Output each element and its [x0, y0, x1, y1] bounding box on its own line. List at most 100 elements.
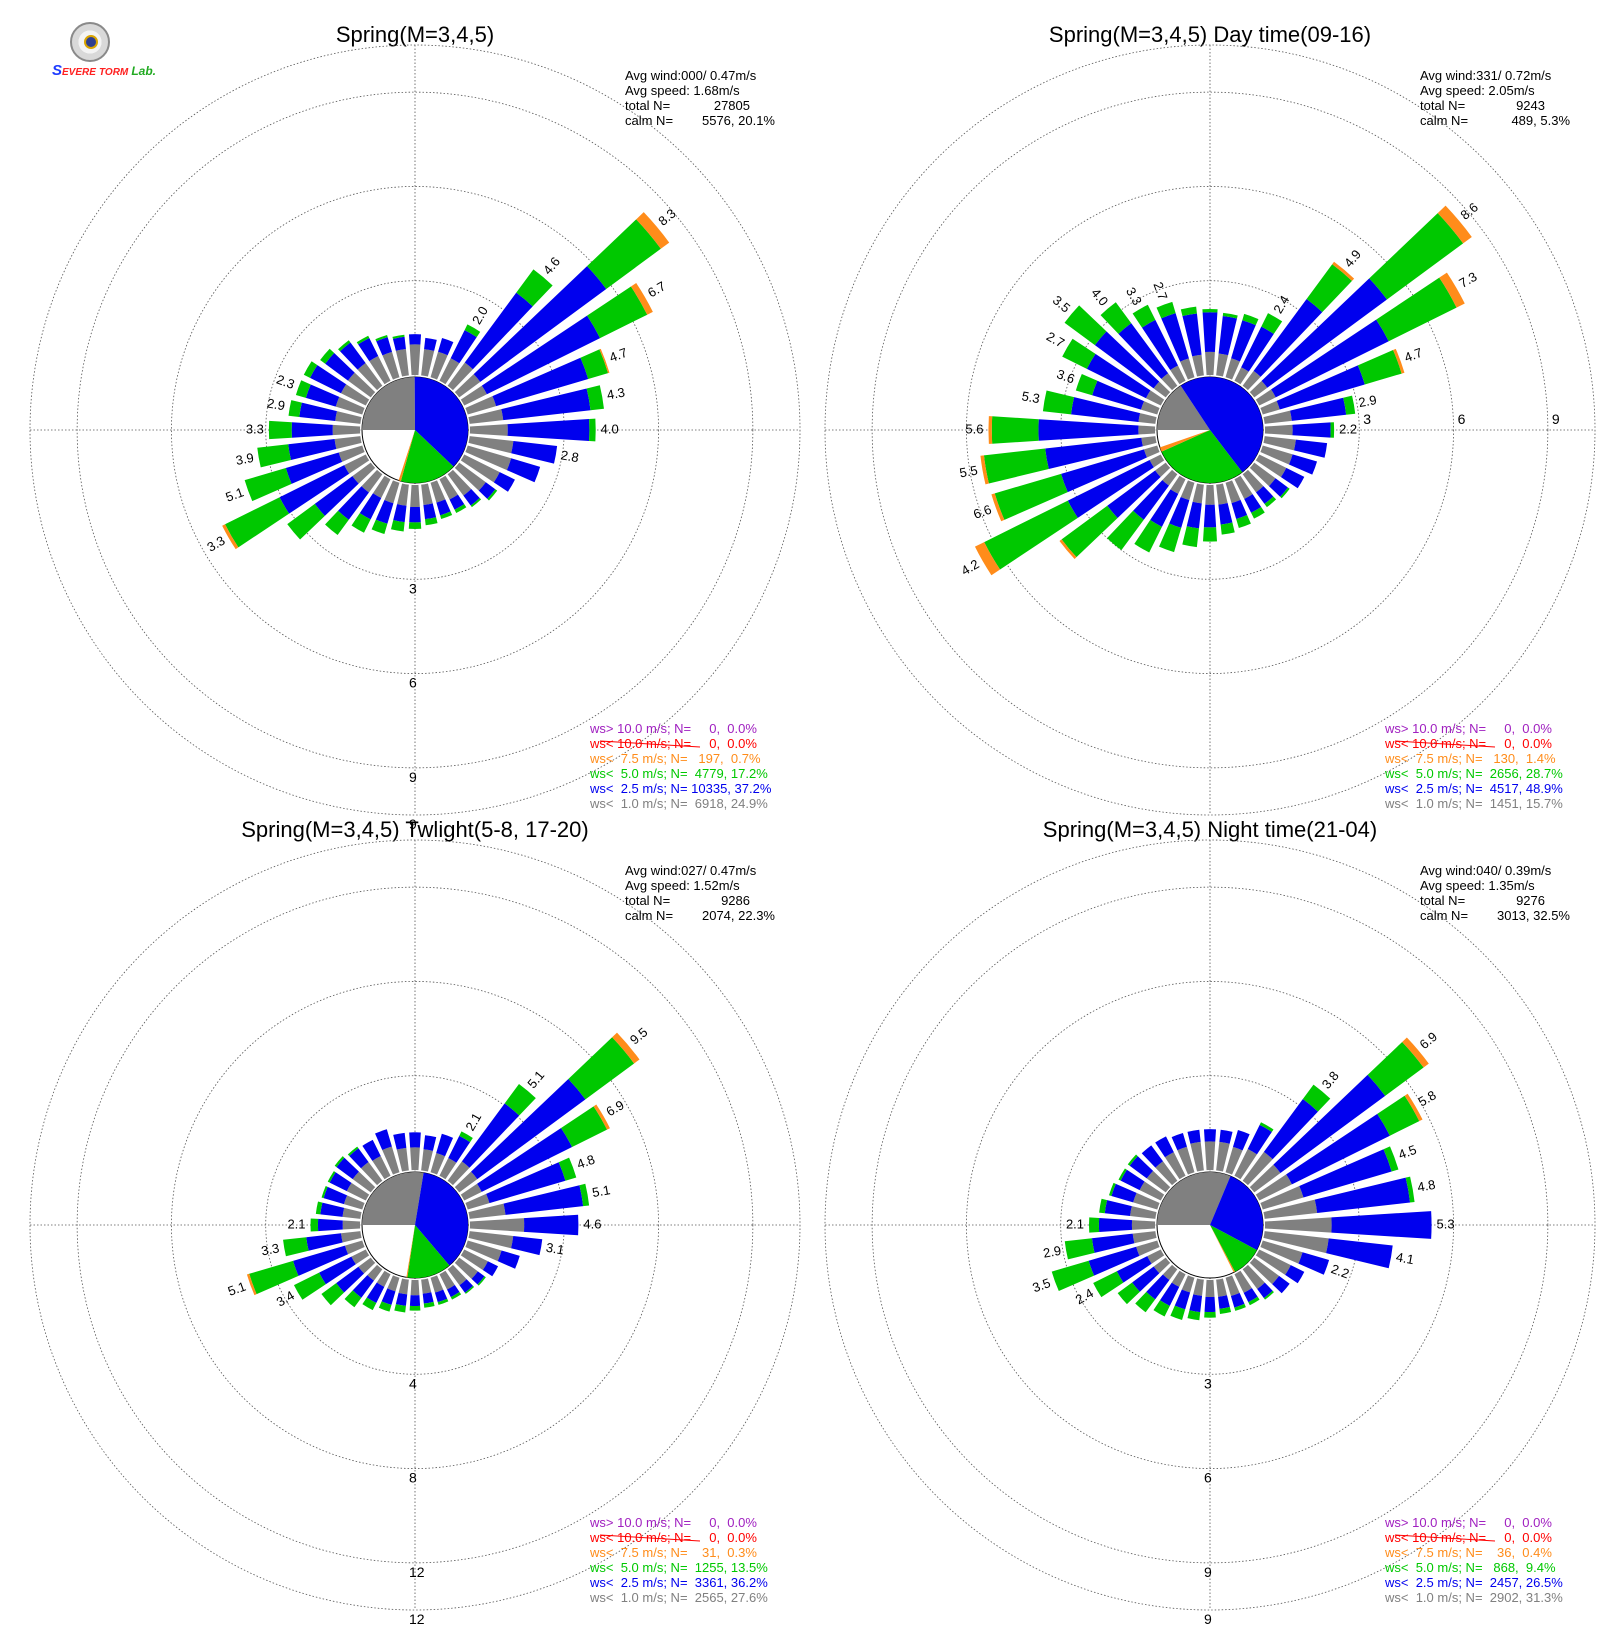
bar-300-seg-3 — [327, 1171, 336, 1183]
ring-label-1: 3 — [1204, 1375, 1212, 1391]
bar-340-seg-1 — [1177, 1146, 1195, 1175]
bar-230-seg-1 — [1153, 1257, 1171, 1274]
lab-logo: SEVERE TORM Lab. — [52, 22, 156, 82]
bar-170-seg-3 — [425, 517, 438, 526]
legend-entry-2: ws< 10.0 m/s; N= 0, 0.0% — [1384, 736, 1552, 751]
bar-210-seg-1 — [376, 1270, 391, 1287]
bar-10-seg-1 — [421, 349, 435, 377]
bar-170-seg-1 — [421, 1278, 432, 1294]
bar-10-seg-1 — [421, 1149, 433, 1172]
bar-350-seg-1 — [396, 1147, 409, 1172]
bar-260-seg-2 — [1045, 437, 1143, 470]
total-value: 9243 — [1516, 98, 1545, 113]
bar-310-seg-1 — [1146, 1170, 1171, 1193]
legend-entry-3: ws< 7.5 m/s; N= 197, 0.7% — [589, 751, 761, 766]
ring-label-1: 4 — [409, 1375, 417, 1391]
bar-value-label-70: 4.7 — [1402, 345, 1424, 365]
bar-90-seg-3 — [589, 418, 596, 442]
bar-value-label-270: 3.3 — [246, 421, 264, 436]
bar-70-seg-1 — [465, 396, 497, 415]
bar-260-seg-3 — [1064, 1238, 1095, 1260]
bar-170-seg-2 — [423, 503, 437, 520]
bar-140-seg-1 — [1242, 1264, 1265, 1290]
bar-340-seg-1 — [1180, 358, 1195, 380]
bar-160-seg-1 — [1225, 1275, 1240, 1297]
bar-160-seg-1 — [430, 480, 446, 503]
bar-30-seg-1 — [439, 358, 460, 385]
bar-150-seg-3 — [1248, 1296, 1260, 1306]
calm-value: 2074, 22.3% — [702, 908, 775, 923]
bar-150-seg-2 — [1244, 494, 1262, 513]
bar-60-seg-2 — [477, 1127, 573, 1192]
bar-80-seg-3 — [579, 1183, 590, 1207]
bar-340-seg-2 — [1161, 313, 1189, 362]
bar-250-seg-3 — [1051, 1260, 1095, 1292]
bar-value-label-90: 4.6 — [583, 1216, 601, 1231]
pie-slice-1 — [1157, 385, 1210, 430]
bar-200-seg-2 — [381, 1288, 396, 1305]
bar-280-seg-3 — [315, 1201, 323, 1215]
grid-ring-3 — [871, 886, 1549, 1564]
bar-270-seg-1 — [1138, 425, 1156, 435]
bar-50-seg-4 — [1437, 205, 1472, 244]
total-label: total N= — [1420, 98, 1465, 113]
bar-140-seg-3 — [470, 497, 482, 508]
bar-200-seg-3 — [1170, 1305, 1186, 1320]
bar-330-seg-3 — [356, 335, 370, 345]
bar-260-seg-1 — [1132, 1231, 1157, 1244]
avg-speed-text: Avg speed: 1.35m/s — [1420, 878, 1535, 893]
bar-10-seg-1 — [1216, 353, 1229, 377]
chart-title: Spring(M=3,4,5) Day time(09-16) — [1049, 22, 1371, 47]
bar-120-seg-2 — [1280, 467, 1305, 489]
bar-330-seg-1 — [369, 355, 391, 385]
bar-160-seg-2 — [434, 1289, 448, 1303]
calm-label: calm N= — [1420, 908, 1468, 923]
legend-entry-6: ws< 1.0 m/s; N= 6918, 24.9% — [589, 796, 768, 811]
bar-110-seg-2 — [506, 458, 541, 483]
pie-slice-2 — [1210, 1176, 1263, 1250]
bar-220-seg-3 — [325, 510, 349, 535]
pie-slice-3 — [1210, 1225, 1257, 1272]
bar-210-seg-2 — [366, 1282, 385, 1303]
bar-290-seg-2 — [305, 384, 340, 407]
bar-260-seg-1 — [341, 1231, 362, 1243]
bar-230-seg-4 — [1059, 539, 1077, 559]
bar-value-label-270: 2.1 — [287, 1216, 305, 1231]
bar-60-seg-4 — [630, 283, 653, 315]
bar-250-seg-2 — [285, 452, 343, 484]
bar-200-seg-1 — [384, 480, 400, 504]
bar-20-seg-1 — [430, 351, 448, 380]
bar-value-label-270: 5.6 — [965, 421, 983, 436]
bar-220-seg-2 — [1146, 1274, 1170, 1300]
bar-70-seg-1 — [465, 1193, 490, 1210]
bar-value-label-40: 4.9 — [1341, 247, 1364, 270]
bar-value-label-330: 3.3 — [1123, 285, 1145, 308]
calm-label: calm N= — [1420, 113, 1468, 128]
bar-220-seg-2 — [1133, 480, 1169, 520]
bar-50-seg-2 — [471, 1078, 586, 1180]
bar-320-seg-2 — [349, 1148, 369, 1169]
bar-0-seg-1 — [409, 344, 421, 376]
bar-60-seg-1 — [1255, 389, 1276, 406]
bar-340-seg-2 — [375, 1129, 392, 1150]
total-value: 9276 — [1516, 893, 1545, 908]
bar-100-seg-1 — [468, 436, 514, 454]
bar-60-seg-1 — [1255, 1174, 1292, 1201]
bar-value-label-40: 3.8 — [1319, 1068, 1342, 1091]
bar-180-seg-1 — [1205, 1279, 1215, 1297]
bar-90-seg-1 — [469, 424, 508, 436]
bar-140-seg-2 — [1257, 1282, 1273, 1299]
bar-60-seg-3 — [561, 1106, 608, 1148]
bar-330-seg-2 — [1141, 319, 1178, 371]
bar-150-seg-3 — [454, 504, 467, 514]
bar-10-seg-1 — [1216, 1141, 1230, 1172]
bar-130-seg-1 — [1249, 1257, 1280, 1285]
bar-230-seg-2 — [1132, 1266, 1160, 1292]
ring-label-1: 3 — [1363, 411, 1371, 427]
bar-150-seg-1 — [1234, 475, 1253, 499]
bar-0-seg-1 — [1204, 1141, 1216, 1171]
bar-40-seg-2 — [1263, 1099, 1318, 1160]
bar-130-seg-2 — [1268, 478, 1288, 497]
ring-label-2: 6 — [1204, 1470, 1212, 1486]
bar-150-seg-3 — [450, 1292, 462, 1300]
